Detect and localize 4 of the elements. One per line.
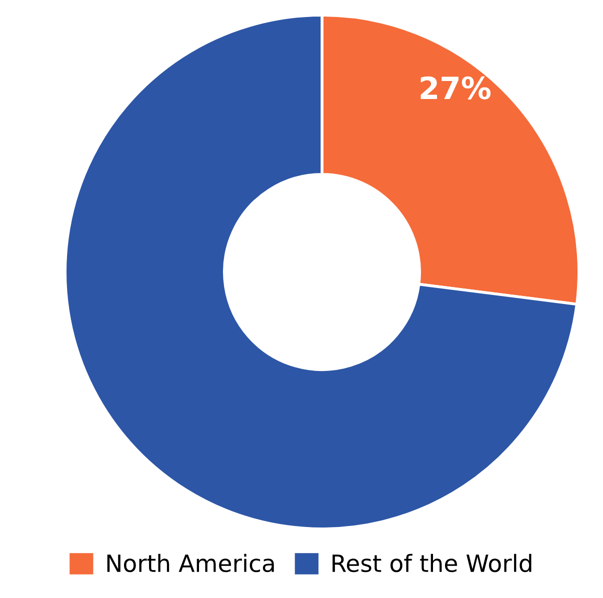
data-label: 27% xyxy=(420,76,491,100)
donut-slice xyxy=(64,14,578,530)
legend-label: Rest of the World xyxy=(332,554,532,572)
legend-label: North America xyxy=(107,554,274,572)
